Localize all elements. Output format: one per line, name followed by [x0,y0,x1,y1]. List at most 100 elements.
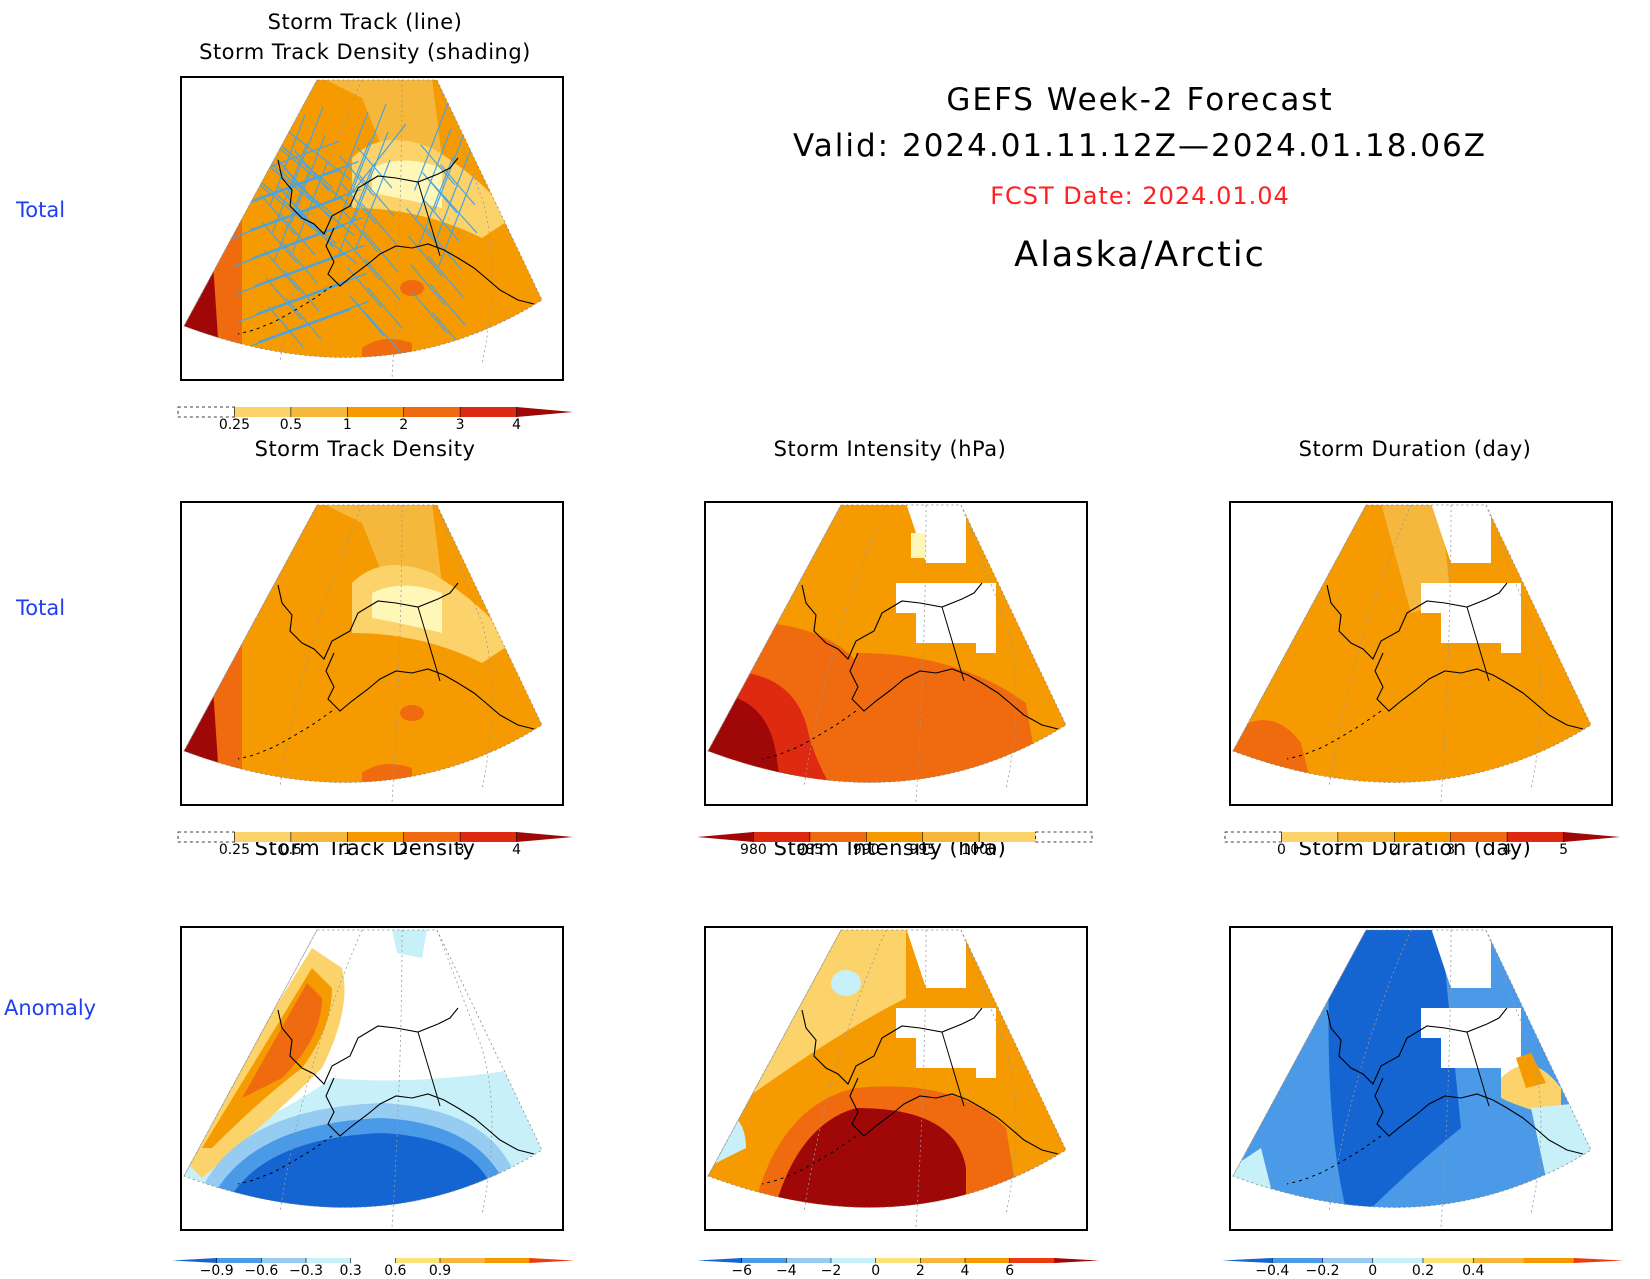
aleutian-islands [761,1135,857,1185]
colorbar-swatch [484,1258,530,1263]
colorbar-tick-label: 4 [512,842,521,858]
colorbar-swatch [529,1258,574,1263]
aleutian-islands [237,1135,333,1185]
colorbar-tick-label: 4 [1503,842,1512,858]
colorbar-swatch [1473,1258,1524,1263]
valid-period: Valid: 2024.01.11.12Z—2024.01.18.06Z [792,128,1488,164]
shading-pos-max [766,1108,966,1208]
canada-border [941,606,965,682]
shading-gulf-max [400,705,424,721]
fan-outline [707,504,1067,783]
panel-title-top-line1: Storm Track (line) [267,10,463,34]
map-density-total [180,501,564,806]
colorbar-swatch [403,832,461,842]
colorbar-swatch [516,407,573,417]
colorbar-swatch [1054,1258,1099,1263]
aleutian-islands [761,710,857,760]
colorbar-intensity-total: 980 985 990 995 1000 [697,830,1093,862]
colorbar-swatch [290,407,348,417]
colorbar-tick-label: 0.25 [219,842,250,858]
colorbar-swatch [1272,1258,1323,1263]
colorbar-swatch [440,1258,486,1263]
map-duration-total [1229,501,1613,806]
colorbar-tick-label: 1 [343,417,352,433]
colorbar-swatch [920,1258,966,1263]
fan-outline [183,929,543,1208]
aleutian-islands [237,710,333,760]
colorbar-swatch [979,832,1037,842]
colorbar-tick-label: 0.25 [219,417,250,433]
panel-title-intensity-total: Storm Intensity (hPa) [773,437,1007,461]
colorbar-swatch [1563,832,1620,842]
colorbar-swatch [965,1258,1011,1263]
colorbar-swatch [1507,832,1565,842]
colorbar-swatch [1035,831,1093,843]
colorbar-swatch [403,407,461,417]
row-label-anomaly: Anomaly [4,996,97,1020]
alaska-coastline [277,582,535,730]
colorbar-density-top: 0.25 0.5 1 2 3 4 [177,405,573,437]
colorbar-swatch [516,832,573,842]
canada-border [417,606,441,682]
canada-border [417,1031,441,1107]
colorbar-swatch [1009,1258,1055,1263]
colorbar-tick-label: −2 [821,1263,842,1279]
shading-neg-low-south [1381,1203,1511,1208]
missing-arctic [896,583,996,653]
missing-arctic [1421,583,1521,653]
alaska-coastline [277,157,535,305]
colorbar-tick-label: 3 [456,842,465,858]
map-intensity-anomaly [704,926,1088,1231]
fan-outline [707,929,1067,1208]
colorbar-swatch [395,1258,441,1263]
forecast-title: GEFS Week-2 Forecast [946,82,1334,118]
colorbar-tick-label: 995 [909,842,936,858]
shading-min [708,693,786,783]
colorbar-tick-label: 2 [916,1263,925,1279]
region-name: Alaska/Arctic [1014,235,1266,275]
colorbar-tick-label: 5 [1559,842,1568,858]
row-label-total-2: Total [16,596,66,620]
colorbar-duration-total: 0 1 2 3 4 5 [1224,830,1620,862]
alaska-coastline [801,582,1059,730]
shading-north [322,80,442,158]
colorbar-swatch [697,832,754,842]
colorbar-swatch [753,832,811,842]
colorbar-tick-label: 3 [1446,842,1455,858]
colorbar-swatch [866,832,924,842]
colorbar-tick-label: 985 [796,842,823,858]
aleutian-islands [1286,710,1382,760]
colorbar-tick-label: 0 [871,1263,880,1279]
canada-border [941,1031,965,1107]
shading-neg-north [392,930,427,958]
missing-north [906,930,966,988]
colorbar-duration-anomaly: −0.4 −0.2 0 0.2 0.4 [1222,1258,1624,1279]
alaska-coastline [1326,1007,1584,1155]
colorbar-swatch [875,1258,921,1263]
colorbar-swatch [1394,832,1452,842]
colorbar-swatch [216,1258,262,1263]
shading-pos-high [242,983,322,1098]
shading-pos-ne [1501,1065,1561,1118]
colorbar-density-anomaly: −0.9 −0.6 −0.3 0.3 0.6 0.9 [172,1258,574,1279]
shading-neg-low-east [1531,1098,1591,1208]
shading-neg-high [1328,930,1461,1208]
map-fan-background [184,505,542,783]
colorbar-swatch [1423,1258,1474,1263]
colorbar-swatch [1523,1258,1575,1263]
shading-neg-high [227,1133,502,1208]
panel-title-duration-total: Storm Duration (day) [1298,437,1532,461]
colorbar-swatch [234,407,292,417]
colorbar-intensity-anomaly: −6 −4 −2 0 2 4 6 [697,1258,1099,1279]
colorbar-tick-label: −0.4 [1255,1263,1289,1279]
colorbar-tick-label: −0.6 [244,1263,278,1279]
missing-arctic [896,1008,996,1078]
colorbar-tick-label: −0.2 [1306,1263,1340,1279]
missing-north [1431,930,1491,988]
colorbar-swatch [261,1258,307,1263]
alaska-coastline [1326,582,1584,730]
map-fan-background [1233,505,1591,783]
shading-arctic-min [372,585,442,633]
fan-outline [1232,504,1592,783]
colorbar-swatch [234,832,292,842]
